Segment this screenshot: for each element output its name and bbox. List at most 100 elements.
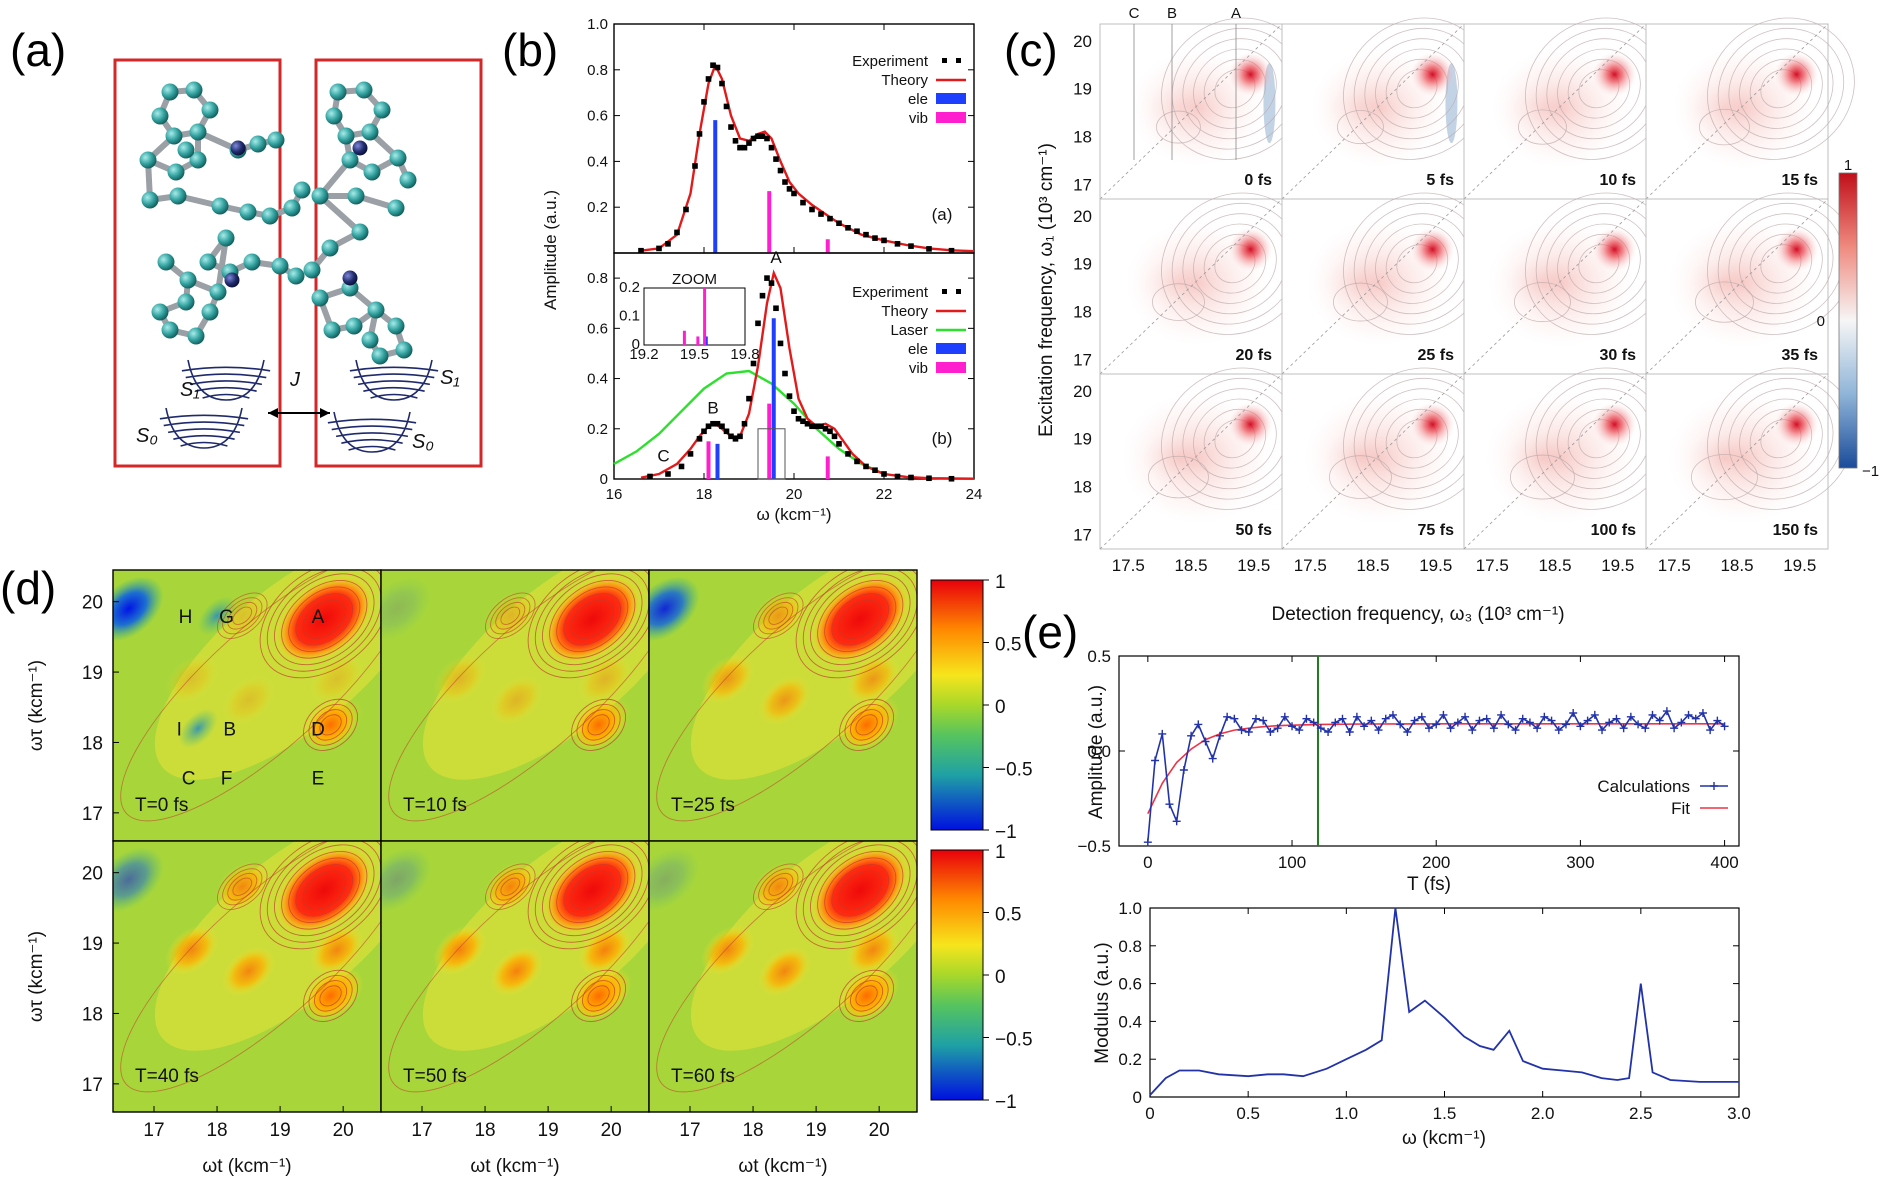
e-top-calculations-point (1648, 710, 1657, 719)
d-xtick-label: 18 (742, 1120, 763, 1141)
d-ytick-label: 17 (82, 1075, 103, 1096)
e-top-calculations-point (1187, 731, 1196, 740)
d-contour (549, 850, 636, 930)
panel-a-molecule: S₁ S₁ S₀ S₀ J (113, 58, 483, 468)
d-contour (768, 606, 789, 625)
b-top-experiment-point (791, 190, 797, 197)
b-top-legend-swatch (936, 112, 966, 123)
e-top-calculations-point (1251, 714, 1260, 723)
c-ytick-label: 17 (1073, 351, 1092, 370)
b-bottom-experiment-point (768, 280, 775, 286)
e-top-calculations-point (1605, 718, 1614, 727)
e-top-calculations-point (1511, 726, 1520, 735)
b-bottom-experiment-point (872, 467, 878, 474)
b-inset-ytick: 0.2 (619, 279, 640, 296)
b-bottom-legend-swatch (936, 362, 966, 373)
c-time-label: 0 fs (1244, 172, 1272, 189)
b-top-experiment-point (750, 135, 757, 142)
carbon-atom (165, 127, 183, 145)
d-colorbar (930, 849, 984, 1101)
e-top-calculations-point (1374, 726, 1383, 735)
c-diagonal (1099, 373, 1283, 550)
carbon-atom (389, 149, 407, 167)
d-contour (581, 709, 616, 741)
b-top-plot: 1.0 0.8 0.6 0.4 0.2 Experiment Theory ele vib (587, 16, 975, 254)
d-negative-peak (113, 576, 164, 642)
c-crosspeak (1504, 79, 1581, 136)
e-bottom-xtick-label: 1.5 (1433, 1104, 1457, 1123)
c-ytick-label: 20 (1073, 382, 1092, 401)
b-top-ytick-label: 1.0 (587, 16, 608, 33)
panel-label-a: (a) (10, 24, 66, 76)
d-subpanel (381, 570, 649, 841)
c-contour (1728, 38, 1834, 140)
d-contour (295, 593, 354, 646)
e-top-calculations-point (1309, 718, 1318, 727)
e-bottom-ytick-label: 0.2 (1118, 1050, 1142, 1069)
b-bottom-tag: (b) (932, 429, 953, 448)
e-top-calculations-point (1576, 722, 1585, 731)
c-diagonal (1281, 23, 1465, 200)
s1-left-well-level (185, 373, 267, 379)
c-contour (1546, 213, 1652, 315)
b-top-experiment-point (818, 211, 824, 217)
d-cross-peak (846, 654, 900, 704)
d-contour (838, 870, 882, 910)
e-top-plot: 0 100 200 300 400 0.5 0.0 −0.5 Calculations Fit (1077, 647, 1739, 872)
c-top-marker: C (1129, 5, 1140, 22)
carbon-atom (217, 229, 235, 247)
carbon-atom (347, 187, 365, 205)
d-peak-label: A (312, 607, 325, 628)
b-top-experiment-point (737, 144, 743, 151)
e-top-calculations-point (1598, 726, 1607, 735)
b-xlabel: ω (kcm⁻¹) (756, 505, 831, 524)
d-peak-label: C (182, 769, 196, 790)
e-top-calculations-point (1201, 737, 1210, 746)
d-main-peak (274, 574, 374, 664)
c-xtick-label: 18.5 (1174, 556, 1207, 575)
d-contour (849, 709, 884, 741)
b-bottom-experiment-point (647, 473, 653, 480)
b-bottom-experiment-point (795, 415, 802, 422)
e-bottom-ytick-label: 0.4 (1118, 1012, 1142, 1031)
d-contour (534, 841, 649, 943)
d-xtick-label: 19 (538, 1120, 559, 1141)
d-cross-peak (483, 591, 537, 641)
b-bottom-experiment-point (863, 463, 869, 470)
d-cross-peak (701, 925, 755, 975)
e-top-calculations-point (1172, 817, 1181, 826)
carbon-atom (161, 321, 179, 339)
e-bottom-xtick-label: 3.0 (1727, 1104, 1751, 1123)
s0-left-well-level (173, 434, 235, 440)
e-bottom-xlabel: ω (kcm⁻¹) (1402, 1128, 1486, 1149)
b-top-experiment-point (719, 80, 725, 87)
d-contour (232, 606, 253, 625)
d-cross-peak (165, 654, 219, 704)
c-crosspeak (1686, 254, 1763, 311)
e-top-ytick-label: 0.5 (1087, 647, 1111, 666)
d-lower-peak (303, 699, 358, 751)
d-contour (319, 714, 342, 736)
carbon-atom (387, 317, 405, 335)
carbon-atom (199, 253, 217, 271)
c-ylabel: Excitation frequency, ω₁ (10³ cm⁻¹) (1036, 143, 1057, 437)
d-xlabel: ωt (kcm⁻¹) (738, 1156, 827, 1177)
d-colorbar-label: 0 (995, 967, 1006, 988)
c-time-label: 15 fs (1782, 172, 1819, 189)
c-ytick-label: 17 (1073, 526, 1092, 545)
d-contour (485, 863, 536, 910)
b-bottom-legend-label: vib (909, 360, 928, 377)
e-top-calculations-point (1244, 728, 1253, 736)
c-contour (1182, 213, 1288, 315)
d-contour (534, 570, 649, 672)
d-cross-peak (751, 591, 805, 641)
d-xlabel: ωt (kcm⁻¹) (470, 1156, 559, 1177)
b-top-experiment-point (800, 199, 806, 206)
d-ytick-label: 18 (82, 1004, 103, 1025)
e-top-calculations-point (1302, 714, 1311, 723)
c-time-label: 75 fs (1418, 522, 1455, 539)
d-peak-label: F (221, 769, 233, 790)
c-time-label: 10 fs (1600, 172, 1637, 189)
e-top-calculations-point (1583, 716, 1592, 725)
c-crosspeak (1140, 79, 1217, 136)
